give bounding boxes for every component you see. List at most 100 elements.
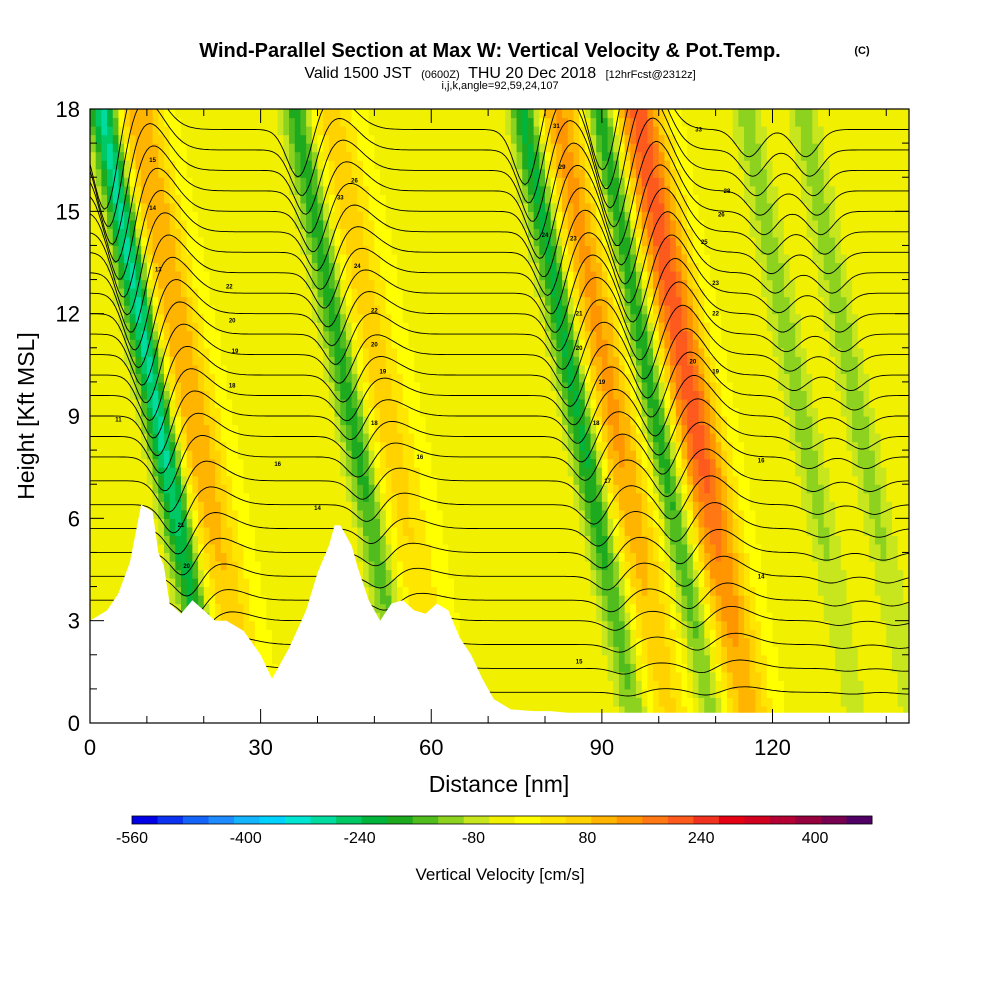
theta-contour bbox=[90, 582, 909, 618]
colorbar-swatch bbox=[591, 816, 618, 824]
theta-contour bbox=[90, 164, 909, 298]
y-tick-labels: 0 3 6 9 12 15 18 bbox=[56, 97, 80, 736]
colorbar-swatch bbox=[744, 816, 771, 824]
y-tick-label: 9 bbox=[68, 404, 80, 429]
contour-label: 33 bbox=[695, 128, 702, 134]
x-axis-label: Distance [nm] bbox=[429, 771, 570, 797]
colorbar-label: Vertical Velocity [cm/s] bbox=[415, 865, 584, 884]
contour-label: 22 bbox=[226, 284, 233, 290]
subtitle-forecast: [12hrFcst@2312z] bbox=[606, 69, 696, 81]
x-tick-labels: 0 30 60 90 120 bbox=[84, 735, 791, 760]
contour-label: 19 bbox=[712, 370, 719, 376]
colorbar-tick-label: 240 bbox=[688, 830, 715, 847]
colorbar-swatch bbox=[234, 816, 260, 824]
colorbar-swatch bbox=[795, 816, 822, 824]
colorbar-swatch bbox=[667, 816, 694, 824]
contour-labels: 11 15 14 13 21 20 22 20 19 18 16 14 33 26 24 22 20 19 18 16… bbox=[115, 124, 765, 666]
colorbar-swatch bbox=[565, 816, 592, 824]
y-tick-label: 3 bbox=[68, 609, 80, 634]
colorbar-swatch bbox=[489, 816, 516, 824]
theta-contour bbox=[90, 475, 909, 534]
theta-contour bbox=[90, 257, 909, 369]
theta-contour bbox=[90, 109, 909, 227]
y-tick-label: 18 bbox=[56, 97, 80, 122]
colorbar-frame bbox=[131, 815, 873, 825]
axis-ticks bbox=[90, 109, 909, 723]
contour-label: 22 bbox=[712, 312, 719, 318]
chart-title: Wind-Parallel Section at Max W: Vertical… bbox=[199, 40, 780, 62]
colorbar-tick-label: 400 bbox=[802, 830, 829, 847]
colorbar-swatch bbox=[438, 816, 465, 824]
contour-label: 19 bbox=[232, 349, 239, 355]
colorbar-swatch bbox=[259, 816, 286, 824]
contour-label: 14 bbox=[758, 574, 765, 580]
y-tick-label: 15 bbox=[56, 199, 80, 224]
contour-label: 28 bbox=[724, 189, 731, 195]
contour-label: 15 bbox=[149, 158, 156, 164]
colorbar-swatch bbox=[463, 816, 490, 824]
x-tick-label: 30 bbox=[248, 735, 272, 760]
x-tick-label: 120 bbox=[754, 735, 791, 760]
theta-contour bbox=[90, 328, 909, 422]
theta-contour bbox=[90, 281, 909, 386]
colorbar-swatch bbox=[132, 816, 158, 824]
theta-contour bbox=[90, 448, 909, 513]
theta-contour bbox=[90, 304, 909, 404]
colorbar-tick-label: -400 bbox=[230, 830, 262, 847]
contour-label: 31 bbox=[553, 124, 560, 130]
plot-area: 11 15 14 13 21 20 22 20 19 18 16 14 33 26 24 22 20 19 18 16… bbox=[90, 109, 909, 723]
y-tick-label: 0 bbox=[68, 711, 80, 736]
colorbar-swatch bbox=[846, 816, 873, 824]
colorbar-swatch bbox=[157, 816, 184, 824]
theta-contour bbox=[90, 187, 909, 316]
theta-contour bbox=[90, 421, 909, 492]
contour-label: 18 bbox=[593, 421, 600, 427]
theta-contour bbox=[90, 117, 909, 263]
y-axis-label: Height [Kft MSL] bbox=[13, 332, 39, 499]
subtitle-utc: (0600Z) bbox=[421, 69, 460, 81]
contour-label: 26 bbox=[718, 213, 725, 219]
title-mark: (C) bbox=[854, 45, 870, 57]
contour-label: 15 bbox=[576, 660, 583, 666]
colorbar-swatch bbox=[412, 816, 439, 824]
colorbar-swatch bbox=[540, 816, 567, 824]
contour-label: 22 bbox=[371, 308, 378, 314]
colorbar-swatch bbox=[208, 816, 235, 824]
x-tick-label: 0 bbox=[84, 735, 96, 760]
terrain-mask bbox=[90, 504, 909, 723]
contour-label: 18 bbox=[371, 421, 378, 427]
colorbar-swatch bbox=[769, 816, 796, 824]
colorbar-swatch bbox=[183, 816, 209, 824]
x-tick-label: 90 bbox=[590, 735, 614, 760]
chart-subtitle2: i,j,k,angle=92,59,24,107 bbox=[441, 80, 558, 92]
colorbar-swatch bbox=[642, 816, 669, 824]
colorbar-swatch bbox=[693, 816, 720, 824]
contour-label: 13 bbox=[155, 267, 162, 273]
contour-label: 16 bbox=[758, 458, 765, 464]
contour-label: 23 bbox=[570, 237, 577, 243]
colorbar-tick-label: -80 bbox=[462, 830, 485, 847]
theta-contour bbox=[90, 502, 909, 555]
theta-contour bbox=[90, 140, 909, 280]
contour-label: 21 bbox=[576, 312, 583, 318]
colorbar-swatch bbox=[820, 816, 847, 824]
contour-label: 20 bbox=[690, 359, 697, 365]
theta-contour bbox=[90, 605, 909, 636]
colorbar-tick-label: -240 bbox=[344, 830, 376, 847]
theta-contour bbox=[90, 351, 909, 439]
theta-contour bbox=[90, 555, 909, 597]
contour-label: 24 bbox=[354, 264, 361, 270]
theta-contour bbox=[90, 398, 909, 474]
contour-label: 16 bbox=[417, 455, 424, 461]
theta-contour bbox=[90, 374, 909, 457]
contour-label: 20 bbox=[576, 346, 583, 352]
contour-label: 20 bbox=[183, 564, 190, 570]
contour-label: 11 bbox=[115, 417, 122, 423]
colorbar-swatch bbox=[285, 816, 312, 824]
colorbar-tick-label: -560 bbox=[116, 830, 148, 847]
contour-label: 16 bbox=[274, 462, 281, 468]
y-tick-label: 6 bbox=[68, 506, 80, 531]
colorbar bbox=[131, 815, 873, 825]
contour-label: 19 bbox=[599, 380, 606, 386]
contour-label: 33 bbox=[337, 196, 344, 202]
